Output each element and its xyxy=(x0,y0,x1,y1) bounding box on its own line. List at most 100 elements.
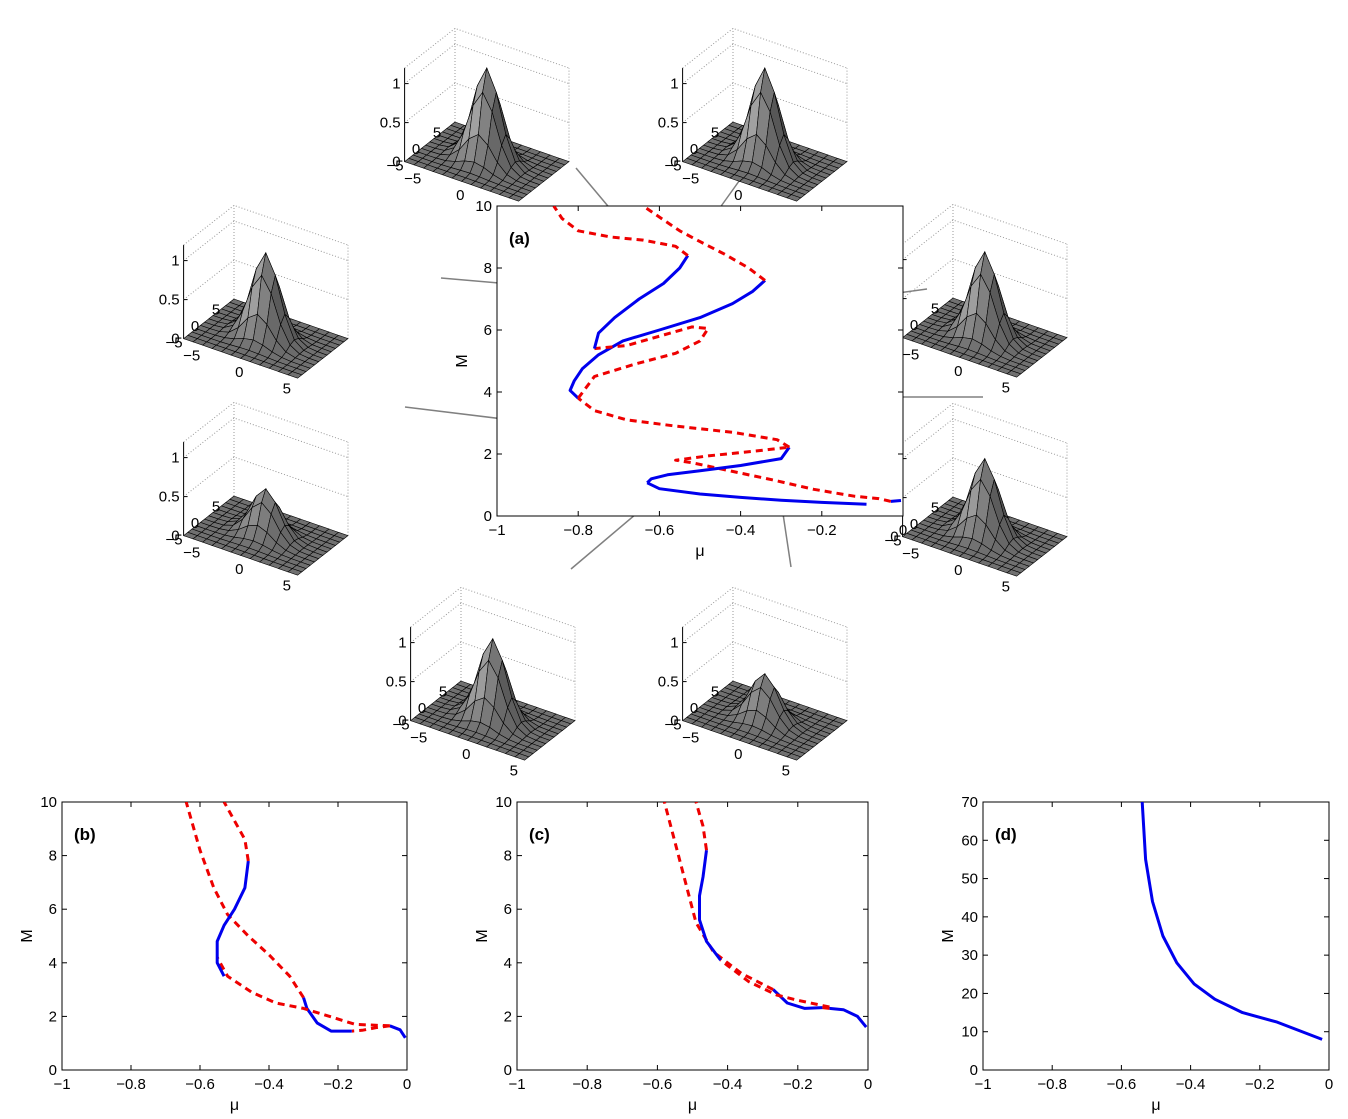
unstable-branch xyxy=(222,802,250,862)
y-tick-label: 10 xyxy=(40,794,57,811)
y-tick-label: 0 xyxy=(504,1062,512,1079)
panel-d: −1 −0.8 −0.6 −0.4 −0.2 0 0 10 20 30 40 50 60 70 μ M (d) xyxy=(940,794,1333,1114)
y-tick-label: −5 xyxy=(665,157,682,174)
y-tick-label: −5 xyxy=(166,531,183,548)
y-tick-label: 8 xyxy=(504,848,512,865)
surface-mesh xyxy=(681,673,848,761)
x-tick-label: 5 xyxy=(1002,380,1010,397)
x-tick-label: −0.2 xyxy=(783,1076,813,1093)
x-tick-label: −0.2 xyxy=(323,1076,353,1093)
x-tick-label: 0 xyxy=(734,746,742,763)
x-tick-label: 5 xyxy=(782,763,790,780)
z-tick-label: 0 xyxy=(392,154,400,171)
y-axis-label: M xyxy=(454,354,471,367)
stable-branch xyxy=(646,481,867,506)
y-tick-label: −5 xyxy=(885,532,902,549)
stable-branch xyxy=(646,446,791,484)
y-tick-label: 0 xyxy=(910,317,918,334)
x-tick-label: 0 xyxy=(954,363,962,380)
surface-mesh xyxy=(901,250,1068,378)
y-tick-label: −5 xyxy=(166,334,183,351)
surface-mesh xyxy=(403,66,570,202)
y-tick-label: 30 xyxy=(961,947,978,964)
y-tick-label: 4 xyxy=(484,384,492,401)
unstable-branch xyxy=(577,397,791,449)
y-tick-label: 0 xyxy=(418,700,426,717)
x-tick-label: 0 xyxy=(456,187,464,204)
surface-mesh xyxy=(182,488,349,576)
z-tick-label: 0.5 xyxy=(380,115,401,132)
z-tick-label: 1 xyxy=(670,635,678,652)
y-tick-label: 10 xyxy=(495,794,512,811)
x-axis-label: μ xyxy=(1151,1097,1160,1114)
x-tick-label: −1 xyxy=(508,1076,525,1093)
y-tick-label: −5 xyxy=(393,716,410,733)
x-tick-label: 5 xyxy=(1002,579,1010,596)
x-tick-label: −0.6 xyxy=(185,1076,215,1093)
unstable-branch xyxy=(552,206,689,257)
x-tick-label: −5 xyxy=(183,348,200,365)
unstable-branch xyxy=(674,445,892,503)
x-tick-label: −5 xyxy=(902,347,919,364)
z-tick-label: 0 xyxy=(171,331,179,348)
y-tick-label: 70 xyxy=(961,794,978,811)
surface-insets: 00.5150−5−50500.5150−5−50500.5150−5−5050… xyxy=(159,27,1068,780)
y-tick-label: 0 xyxy=(690,141,698,158)
x-tick-label: −0.8 xyxy=(1037,1076,1067,1093)
x-tick-label: −5 xyxy=(183,545,200,562)
y-tick-label: 5 xyxy=(439,683,447,700)
x-tick-label: 0 xyxy=(899,522,907,539)
y-axis-label: M xyxy=(940,929,957,942)
y-tick-label: 4 xyxy=(49,955,57,972)
unstable-branch xyxy=(719,958,830,1009)
x-tick-label: −1 xyxy=(53,1076,70,1093)
y-tick-label: 0 xyxy=(191,515,199,532)
x-tick-label: 0 xyxy=(235,364,243,381)
z-tick-label: 1 xyxy=(171,253,179,270)
panel-label: (d) xyxy=(995,825,1017,844)
stable-branch xyxy=(1140,802,1323,1041)
x-axis-label: μ xyxy=(688,1097,697,1114)
plot-frame xyxy=(982,801,1330,1071)
unstable-branch xyxy=(576,325,710,400)
stable-branch xyxy=(568,279,766,400)
x-tick-label: −0.4 xyxy=(726,522,756,539)
x-tick-label: −5 xyxy=(902,546,919,563)
x-tick-label: 0 xyxy=(734,187,742,204)
y-tick-label: 10 xyxy=(475,198,492,215)
x-tick-label: −5 xyxy=(404,171,421,188)
y-tick-label: 5 xyxy=(212,498,220,515)
x-tick-label: −1 xyxy=(488,522,505,539)
panel-b: −1 −0.8 −0.6 −0.4 −0.2 0 0 2 4 6 8 10 μ M (b) xyxy=(19,794,411,1114)
x-tick-label: −0.2 xyxy=(1245,1076,1275,1093)
x-tick-label: 5 xyxy=(510,763,518,780)
y-tick-label: 5 xyxy=(212,301,220,318)
z-tick-label: 0 xyxy=(890,529,898,546)
y-tick-label: 0 xyxy=(910,516,918,533)
z-tick-label: 0 xyxy=(670,154,678,171)
inset-box xyxy=(183,204,349,339)
x-tick-label: 0 xyxy=(864,1076,872,1093)
y-tick-label: 2 xyxy=(504,1008,512,1025)
y-tick-label: −5 xyxy=(665,716,682,733)
x-axis-label: μ xyxy=(230,1097,239,1114)
x-tick-label: −0.4 xyxy=(1176,1076,1206,1093)
y-tick-label: 5 xyxy=(711,124,719,141)
z-tick-label: 0.5 xyxy=(658,674,679,691)
x-tick-label: −0.6 xyxy=(1107,1076,1137,1093)
stable-branch xyxy=(829,1006,868,1029)
z-tick-label: 1 xyxy=(392,76,400,93)
x-tick-label: 0 xyxy=(462,746,470,763)
x-tick-label: −0.4 xyxy=(254,1076,284,1093)
z-tick-label: 0.5 xyxy=(159,292,180,309)
x-tick-label: −1 xyxy=(974,1076,991,1093)
z-tick-label: 0 xyxy=(398,713,406,730)
x-tick-label: 0 xyxy=(235,561,243,578)
